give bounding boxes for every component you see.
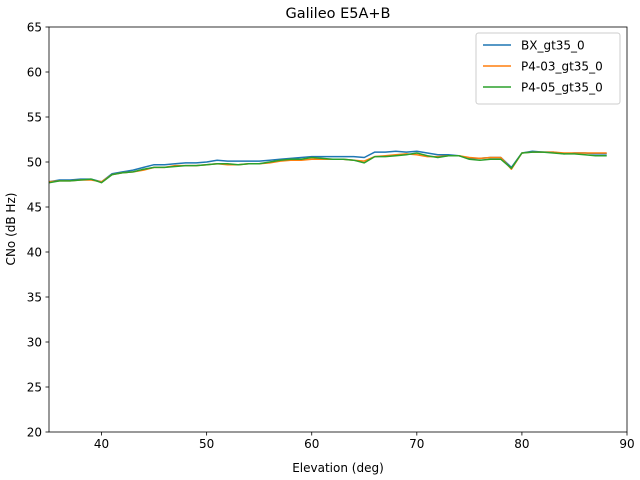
x-tick-label-0: 40	[94, 437, 109, 451]
legend-label-2: P4-05_gt35_0	[521, 80, 603, 94]
y-tick-label-9: 65	[27, 20, 42, 34]
series-line-2	[49, 151, 607, 184]
legend-label-1: P4-03_gt35_0	[521, 59, 603, 73]
legend: BX_gt35_0 P4-03_gt35_0 P4-05_gt35_0	[475, 32, 621, 105]
y-tick-label-4: 40	[27, 245, 42, 259]
x-axis-label: Elevation (deg)	[292, 461, 384, 475]
legend-label-0: BX_gt35_0	[521, 38, 585, 52]
x-tick-label-5: 90	[619, 437, 634, 451]
y-tick-label-7: 55	[27, 110, 42, 124]
x-tick-label-1: 50	[199, 437, 214, 451]
y-tick-label-1: 25	[27, 380, 42, 394]
legend-box	[475, 32, 621, 105]
y-tick-label-8: 60	[27, 65, 42, 79]
y-tick-label-6: 50	[27, 155, 42, 169]
chart-title: Galileo E5A+B	[285, 6, 390, 22]
series-line-0	[49, 150, 607, 183]
y-tick-label-5: 45	[27, 200, 42, 214]
y-tick-label-0: 20	[27, 425, 42, 439]
axes-frame	[48, 26, 628, 433]
y-tick-label-3: 35	[27, 290, 42, 304]
y-axis-label: CNo (dB Hz)	[4, 193, 18, 266]
plot-area: 40 50 60 70 80 90 20 25 30 35 40 45 50 55 60 65	[27, 20, 635, 451]
y-tick-label-2: 30	[27, 335, 42, 349]
x-tick-label-4: 80	[514, 437, 529, 451]
x-tick-label-2: 60	[304, 437, 319, 451]
x-tick-label-3: 70	[409, 437, 424, 451]
series-group	[49, 150, 607, 184]
